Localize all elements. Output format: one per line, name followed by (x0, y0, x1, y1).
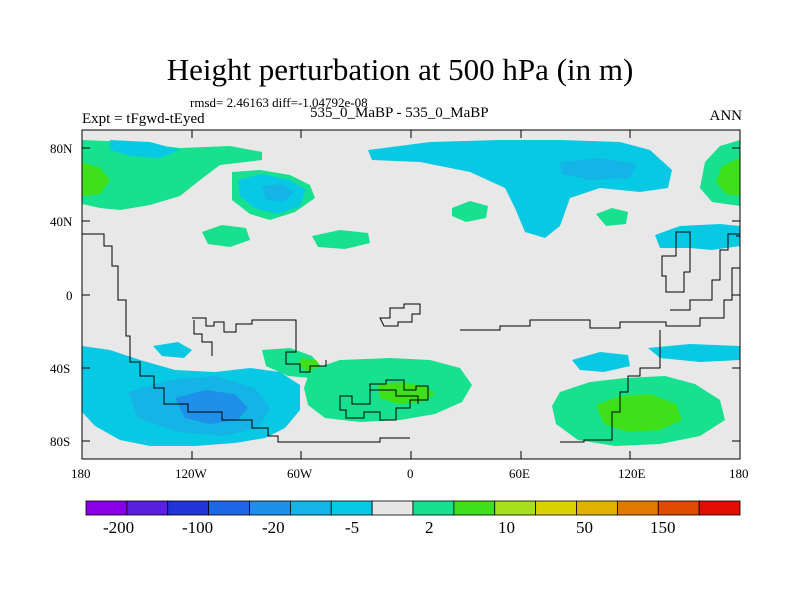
y-tick-label: 80S (50, 434, 71, 449)
colorbar-label: -20 (262, 518, 285, 537)
x-tick-label: 180 (729, 466, 749, 481)
contour-negative-nw-top (110, 140, 180, 158)
colorbar-swatch (330, 500, 373, 516)
colorbar-swatch (249, 500, 291, 516)
continent-central-inner (370, 389, 419, 404)
contour-positive-south-east-core (596, 394, 682, 432)
contour-negative-center-west-core (262, 184, 294, 202)
colorbar-label: 150 (650, 518, 676, 537)
colorbar-swatch (616, 500, 659, 516)
x-tick-label: 60E (509, 466, 530, 481)
contour-positive-nw-core (82, 162, 110, 196)
island-east (661, 231, 691, 293)
continent-west (82, 233, 410, 443)
x-tick-label: 0 (407, 466, 414, 481)
continent-east (460, 233, 740, 331)
contour-positive-north-east-core (716, 158, 740, 196)
colorbar-swatch (167, 500, 210, 516)
contour-positive-nw (82, 140, 262, 210)
contour-negative-south-east-band (648, 344, 740, 362)
colorbar-swatch (576, 500, 618, 516)
continent-west-inner (193, 320, 213, 356)
x-tick-label: 60W (287, 466, 313, 481)
colorbar (85, 500, 741, 516)
colorbar-label: 10 (498, 518, 515, 537)
y-tick-label: 80N (50, 141, 73, 156)
colorbar-label: -200 (103, 518, 135, 537)
y-tick-label: 0 (66, 288, 73, 303)
season-label: ANN (709, 108, 743, 124)
continent-east-lower (560, 235, 740, 443)
stats-line: rmsd= 2.46163 diff=-1.04792e-08 (190, 95, 368, 110)
contour-negative-small-south (153, 342, 192, 358)
contour-positive-south-central-core (378, 382, 435, 404)
colorbar-swatch (208, 500, 250, 516)
experiment-label: Expt = tFgwd-tEyed (82, 111, 205, 127)
colorbar-swatch (494, 500, 537, 516)
continent-west-east-coast (192, 317, 327, 373)
island-center (379, 303, 421, 327)
case-label: 535_0_MaBP - 535_0_MaBP (310, 105, 489, 121)
colorbar-swatch (85, 500, 128, 516)
colorbar-swatch (371, 500, 414, 516)
y-tick-label: 40S (50, 361, 71, 376)
contour-positive-small-4 (596, 208, 628, 226)
colorbar-swatch (453, 500, 496, 516)
contour-negative-south-west-core (175, 390, 248, 424)
colorbar-swatch (698, 500, 741, 516)
contour-negative-south-east-small (572, 352, 630, 372)
x-tick-label: 120E (618, 466, 646, 481)
colorbar-swatch (126, 500, 169, 516)
colorbar-swatch (289, 500, 332, 516)
y-tick-label: 40N (50, 214, 73, 229)
x-tick-label: 180 (71, 466, 91, 481)
map-title: Height perturbation at 500 hPa (in m) (166, 52, 634, 87)
x-tick-label: 120W (175, 466, 207, 481)
colorbar-swatch (535, 500, 577, 516)
contour-positive-small-3 (452, 201, 488, 222)
colorbar-swatch (657, 500, 700, 516)
colorbar-label: 50 (576, 518, 593, 537)
continent-central (339, 379, 429, 421)
axis-ticks (81, 130, 741, 459)
contour-positive-small-2 (312, 230, 370, 249)
contour-negative-north-east-core (560, 158, 636, 180)
colorbar-swatch (412, 500, 455, 516)
coastlines (82, 231, 740, 443)
colorbar-label: -100 (182, 518, 214, 537)
contour-positive-small-1 (202, 225, 250, 247)
colorbar-label: -5 (345, 518, 360, 537)
colorbar-label: 2 (425, 518, 434, 537)
